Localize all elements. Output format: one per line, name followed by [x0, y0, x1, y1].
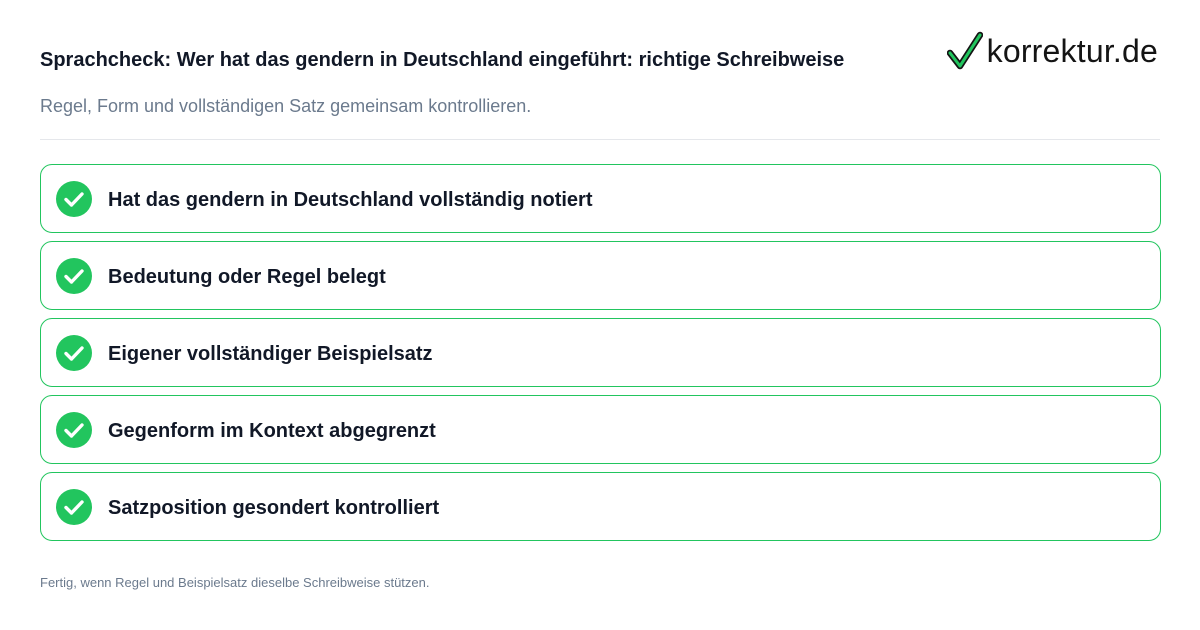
check-circle-icon [56, 258, 92, 294]
checklist-item-label: Gegenform im Kontext abgegrenzt [108, 420, 436, 442]
brand-logo[interactable]: korrektur.de [946, 30, 1158, 72]
checklist-item: Bedeutung oder Regel belegt [40, 241, 1161, 310]
header: Sprachcheck: Wer hat das gendern in Deut… [40, 0, 1160, 140]
checklist-item-label: Eigener vollständiger Beispielsatz [108, 343, 433, 365]
checklist-item-label: Satzposition gesondert kontrolliert [108, 497, 440, 519]
check-circle-icon [56, 489, 92, 525]
checklist-item: Satzposition gesondert kontrolliert [40, 472, 1161, 541]
checklist-item: Gegenform im Kontext abgegrenzt [40, 395, 1161, 464]
checklist-item-label: Hat das gendern in Deutschland vollständ… [108, 189, 593, 211]
check-circle-icon [56, 181, 92, 217]
checklist-item-label: Bedeutung oder Regel belegt [108, 266, 386, 288]
checklist-item: Eigener vollständiger Beispielsatz [40, 318, 1161, 387]
page-title: Sprachcheck: Wer hat das gendern in Deut… [40, 49, 845, 71]
checklist: Hat das gendern in Deutschland vollständ… [40, 164, 1161, 549]
check-circle-icon [56, 412, 92, 448]
check-circle-icon [56, 335, 92, 371]
logo-checkmark-icon [946, 31, 983, 70]
logo-text: korrektur.de [986, 33, 1158, 69]
page-subtitle: Regel, Form und vollständigen Satz gemei… [40, 96, 532, 116]
footer-note: Fertig, wenn Regel und Beispielsatz dies… [40, 575, 430, 590]
checklist-item: Hat das gendern in Deutschland vollständ… [40, 164, 1161, 233]
